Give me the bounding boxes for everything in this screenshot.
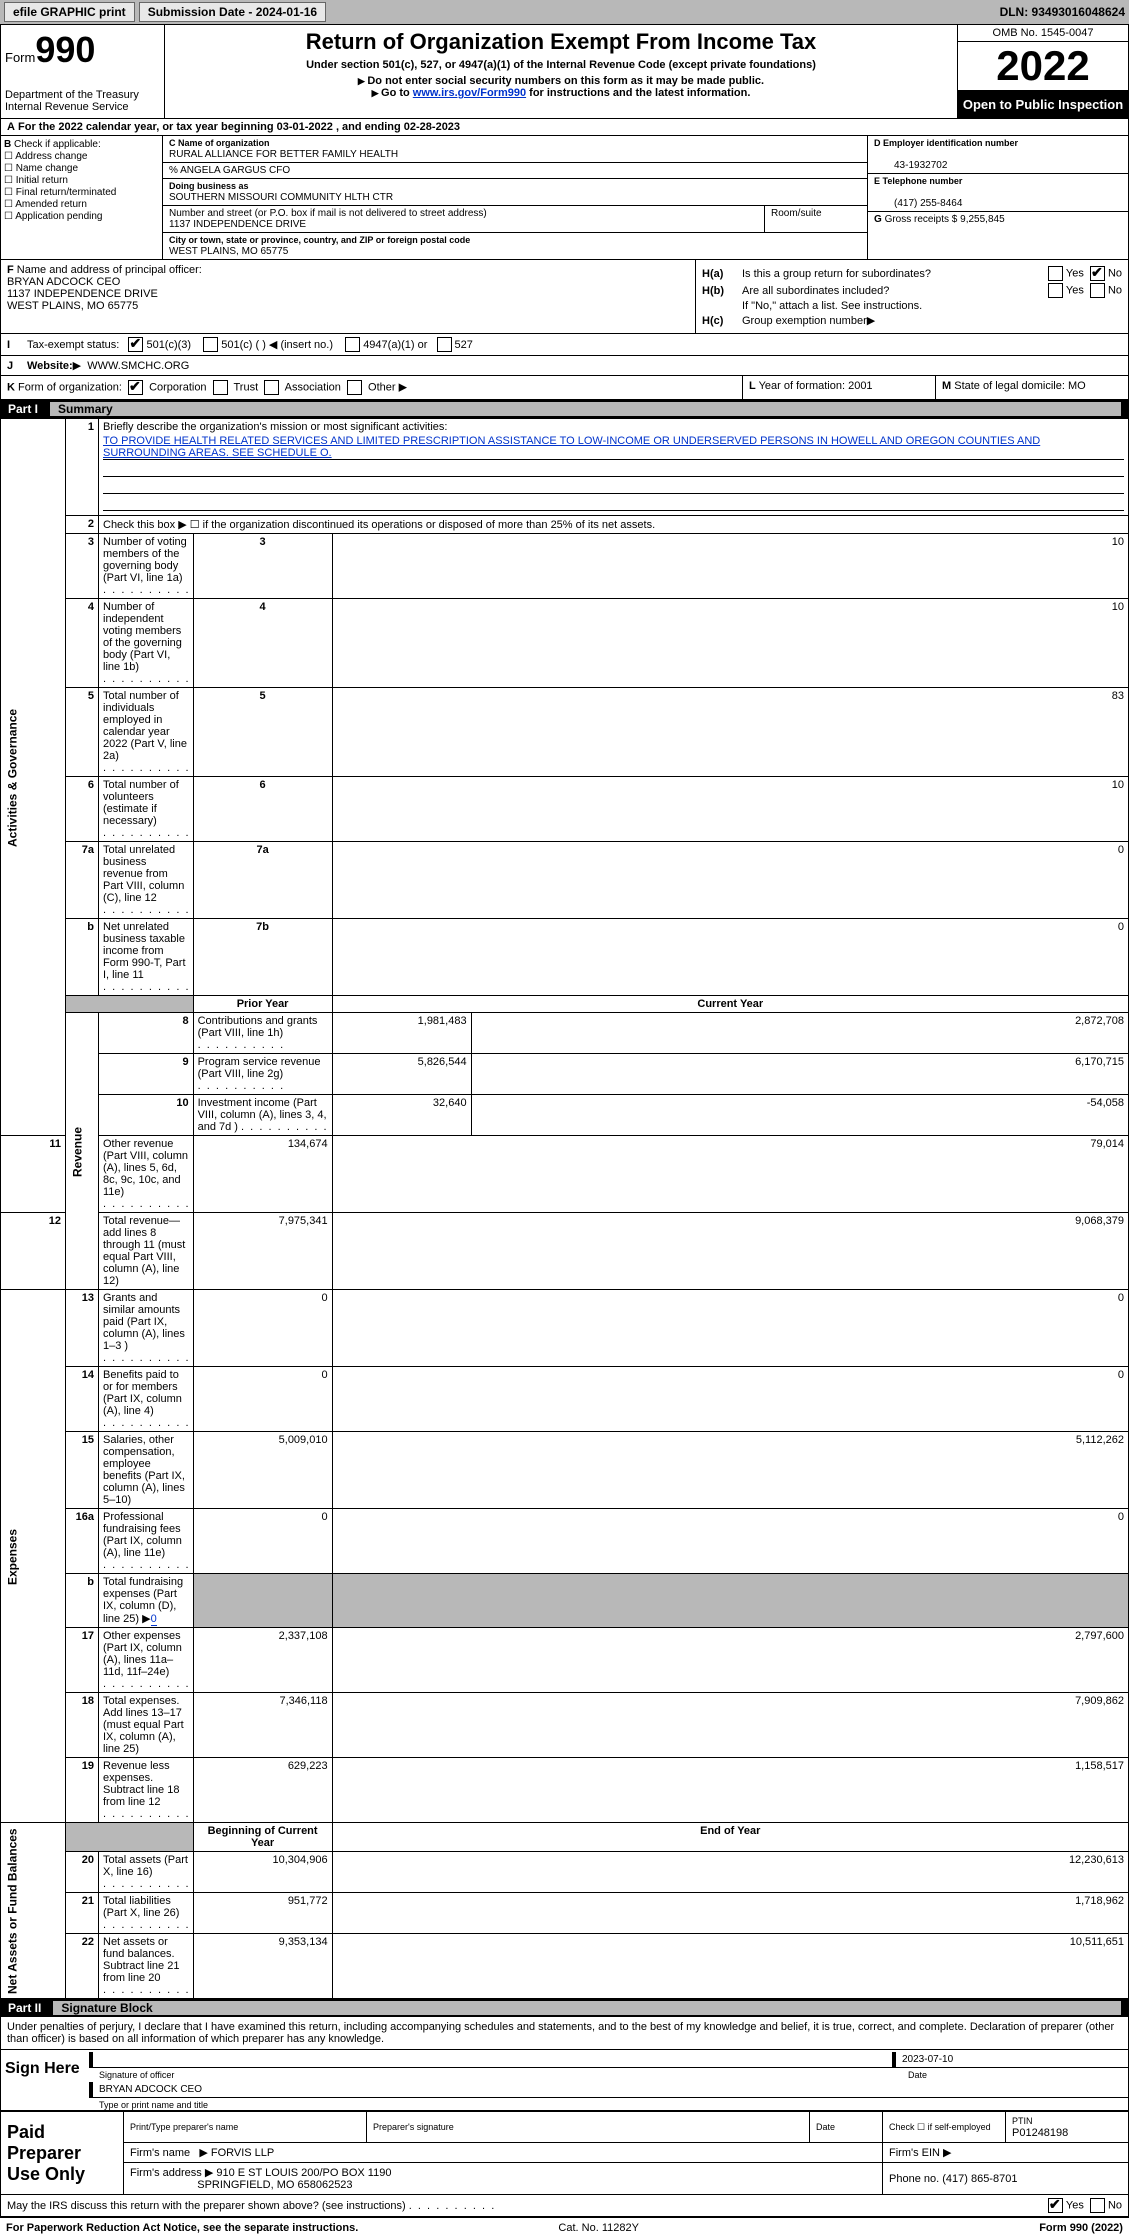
instruction-2: Go to www.irs.gov/Form990 for instructio… [169,87,953,99]
efile-print-btn[interactable]: efile GRAPHIC print [4,2,135,22]
year-formation: 2001 [848,380,872,392]
mission-text: TO PROVIDE HEALTH RELATED SERVICES AND L… [103,435,1124,460]
vlabel-netassets: Net Assets or Fund Balances [1,1823,66,1999]
chk-501c[interactable] [203,337,218,352]
firm-name: FORVIS LLP [211,2147,274,2159]
topbar: efile GRAPHIC print Submission Date - 20… [0,0,1129,24]
footer: For Paperwork Reduction Act Notice, see … [0,2217,1129,2238]
submission-date: Submission Date - 2024-01-16 [139,2,326,22]
val-3: 10 [332,534,1128,599]
care-of: % ANGELA GARGUS CFO [163,163,867,179]
part-i-bar: Part ISummary [0,400,1129,418]
firm-addr2: SPRINGFIELD, MO 658062523 [197,2179,352,2191]
chk-name-change[interactable]: ☐ Name change [4,163,159,174]
val-5: 83 [332,688,1128,777]
form-header: Form990 Department of the Treasury Inter… [0,24,1129,119]
section-b-c-d: B Check if applicable: ☐ Address change … [0,136,1129,260]
officer-name: BRYAN ADCOCK CEO [7,276,120,288]
vlabel-activities: Activities & Governance [1,419,66,1136]
val-6: 10 [332,777,1128,842]
col-b-checkboxes: B Check if applicable: ☐ Address change … [1,136,163,259]
form-title: Return of Organization Exempt From Incom… [169,29,953,55]
officer-addr2: WEST PLAINS, MO 65775 [7,300,138,312]
row-a-period: A For the 2022 calendar year, or tax yea… [0,119,1129,136]
form-number: Form990 [5,29,160,71]
val-7b: 0 [332,919,1128,996]
form-subtitle: Under section 501(c), 527, or 4947(a)(1)… [169,59,953,71]
dba: SOUTHERN MISSOURI COMMUNITY HLTH CTR [169,192,393,203]
ha-yes[interactable] [1048,266,1063,281]
instruction-1: Do not enter social security numbers on … [169,75,953,87]
preparer-table: Paid Preparer Use Only Print/Type prepar… [0,2111,1129,2195]
chk-address-change[interactable]: ☐ Address change [4,151,159,162]
gross-receipts: 9,255,845 [960,214,1005,225]
tax-year: 2022 [958,42,1128,91]
val-4: 10 [332,599,1128,688]
firm-addr1: 910 E ST LOUIS 200/PO BOX 1190 [216,2167,391,2179]
city-state-zip: WEST PLAINS, MO 65775 [169,246,288,257]
irs-link[interactable]: www.irs.gov/Form990 [413,87,526,99]
vlabel-expenses: Expenses [1,1290,66,1823]
sign-here-label: Sign Here [1,2050,89,2110]
chk-4947[interactable] [345,337,360,352]
irs-yes[interactable] [1048,2198,1063,2213]
declaration: Under penalties of perjury, I declare th… [0,2017,1129,2050]
val-7a: 0 [332,842,1128,919]
street-address: 1137 INDEPENDENCE DRIVE [169,219,306,230]
chk-amended-return[interactable]: ☐ Amended return [4,199,159,210]
officer-addr1: 1137 INDEPENDENCE DRIVE [7,288,158,300]
chk-501c3[interactable] [128,337,143,352]
chk-other[interactable] [347,380,362,395]
dept-treasury: Department of the Treasury Internal Reve… [5,89,160,113]
open-inspection: Open to Public Inspection [958,91,1128,118]
website: WWW.SMCHC.ORG [87,360,189,372]
sig-date: 2023-07-10 [892,2052,1128,2068]
ptin: P01248198 [1012,2127,1068,2139]
firm-phone: (417) 865-8701 [942,2173,1017,2185]
hb-no[interactable] [1090,283,1105,298]
officer-name-title: BRYAN ADCOCK CEO [89,2082,1128,2098]
chk-527[interactable] [437,337,452,352]
part-ii-bar: Part IISignature Block [0,1999,1129,2017]
chk-final-return[interactable]: ☐ Final return/terminated [4,187,159,198]
ein: 43-1932702 [874,160,947,171]
hb-yes[interactable] [1048,283,1063,298]
org-name: RURAL ALLIANCE FOR BETTER FAMILY HEALTH [169,149,398,160]
chk-initial-return[interactable]: ☐ Initial return [4,175,159,186]
chk-corp[interactable] [128,380,143,395]
irs-discuss-question: May the IRS discuss this return with the… [7,2200,494,2212]
chk-application-pending[interactable]: ☐ Application pending [4,211,159,222]
vlabel-revenue: Revenue [66,1013,99,1290]
summary-table: Activities & Governance 1 Briefly descri… [0,418,1129,1999]
chk-assoc[interactable] [264,380,279,395]
paid-preparer-label: Paid Preparer Use Only [1,2112,124,2195]
ha-no[interactable] [1090,266,1105,281]
chk-trust[interactable] [213,380,228,395]
telephone: (417) 255-8464 [874,198,962,209]
state-domicile: MO [1068,380,1086,392]
line-2: Check this box ▶ ☐ if the organization d… [99,516,1129,534]
omb-number: OMB No. 1545-0047 [958,25,1128,42]
hb-note: If "No," attach a list. See instructions… [702,300,1122,312]
dln: DLN: 93493016048624 [1000,5,1125,19]
irs-no[interactable] [1090,2198,1105,2213]
